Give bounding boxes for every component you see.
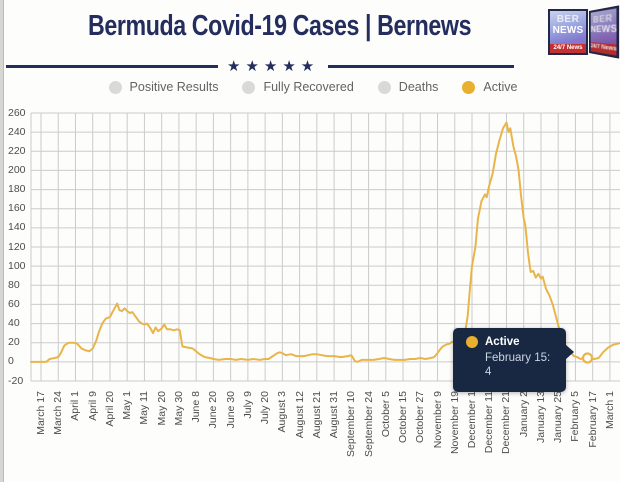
divider-line-right [328,65,514,68]
y-axis-label: 0 [8,355,14,368]
legend-item-label: Positive Results [129,80,219,94]
active-cases-line [30,121,620,363]
y-axis-label: 40 [8,317,20,330]
page-title: Bermuda Covid-19 Cases | Bernews [88,10,472,42]
y-axis-label: 100 [8,259,26,272]
y-axis-label: 80 [8,278,20,291]
tooltip-series-dot-icon [466,336,478,348]
y-axis-label: 160 [8,202,26,215]
legend-swatch-icon [108,80,122,94]
y-axis-label: 180 [8,183,26,196]
y-axis-label: -20 [8,374,24,387]
window-edge [3,0,4,482]
y-axis-label: 140 [8,221,26,234]
legend-item-label: Fully Recovered [263,80,354,94]
tooltip-series-name: Active [485,336,520,348]
data-point-marker[interactable] [581,352,594,364]
divider-line-left [6,65,218,68]
legend-swatch-icon [377,80,391,94]
logo-cube-front-icon: BER NEWS 24/7 News [548,9,588,55]
legend-item-positive-results[interactable]: Positive Results [108,80,219,94]
legend-swatch-icon [242,80,256,94]
tooltip-arrow-icon [566,345,574,359]
legend-item-active[interactable]: Active [462,80,517,94]
y-axis-label: 60 [8,297,20,310]
legend-swatch-icon [462,80,476,94]
legend-item-fully-recovered[interactable]: Fully Recovered [242,80,354,94]
chart-legend: Positive Results Fully Recovered Deaths Act… [3,80,620,94]
y-axis-label: 220 [8,144,26,157]
y-axis-label: 20 [8,336,20,349]
chart-canvas[interactable] [3,0,620,482]
y-axis-label: 240 [8,125,26,138]
header-stars: ★★★★★ [227,58,320,75]
tooltip: Active February 15: 4 [453,328,574,392]
tooltip-date-label: February 15: [485,352,551,364]
y-axis-label: 200 [8,163,26,176]
y-axis-label: 120 [8,240,26,253]
bernews-logo-icon: BER NEWS 24/7 News BER NEWS 24/7 News [548,5,620,59]
legend-item-label: Deaths [398,80,439,94]
y-axis-label: 260 [8,106,26,119]
header-divider: ★★★★★ [6,59,514,74]
legend-item-label: Active [483,80,518,94]
tooltip-value: 4 [485,366,492,378]
legend-item-deaths[interactable]: Deaths [377,80,439,94]
